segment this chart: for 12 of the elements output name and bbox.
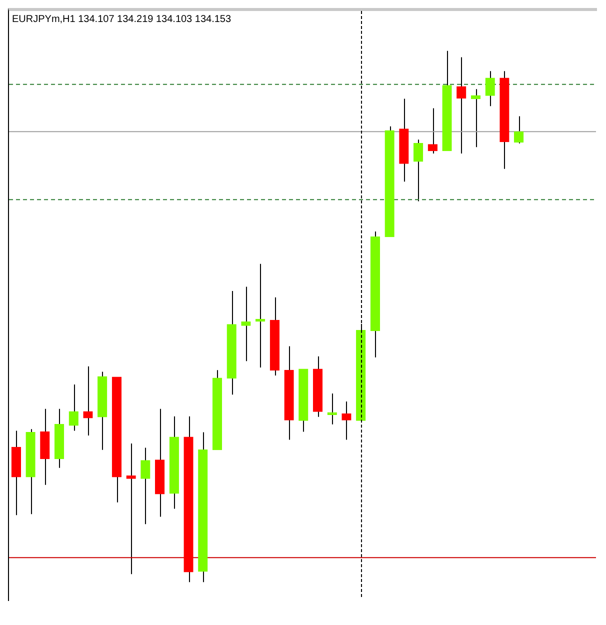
candlestick bbox=[428, 108, 438, 154]
candlestick bbox=[456, 56, 466, 154]
candlestick bbox=[83, 366, 93, 436]
candlestick bbox=[470, 88, 481, 148]
candlestick bbox=[342, 400, 352, 440]
candlestick bbox=[126, 442, 136, 575]
chart-title: EURJPYm,H1 134.107 134.219 134.103 134.153 bbox=[12, 14, 232, 25]
candlestick bbox=[413, 139, 424, 202]
candlestick bbox=[485, 70, 495, 107]
candlestick bbox=[241, 286, 251, 362]
candlestick bbox=[68, 384, 78, 432]
candlestick bbox=[140, 447, 150, 525]
